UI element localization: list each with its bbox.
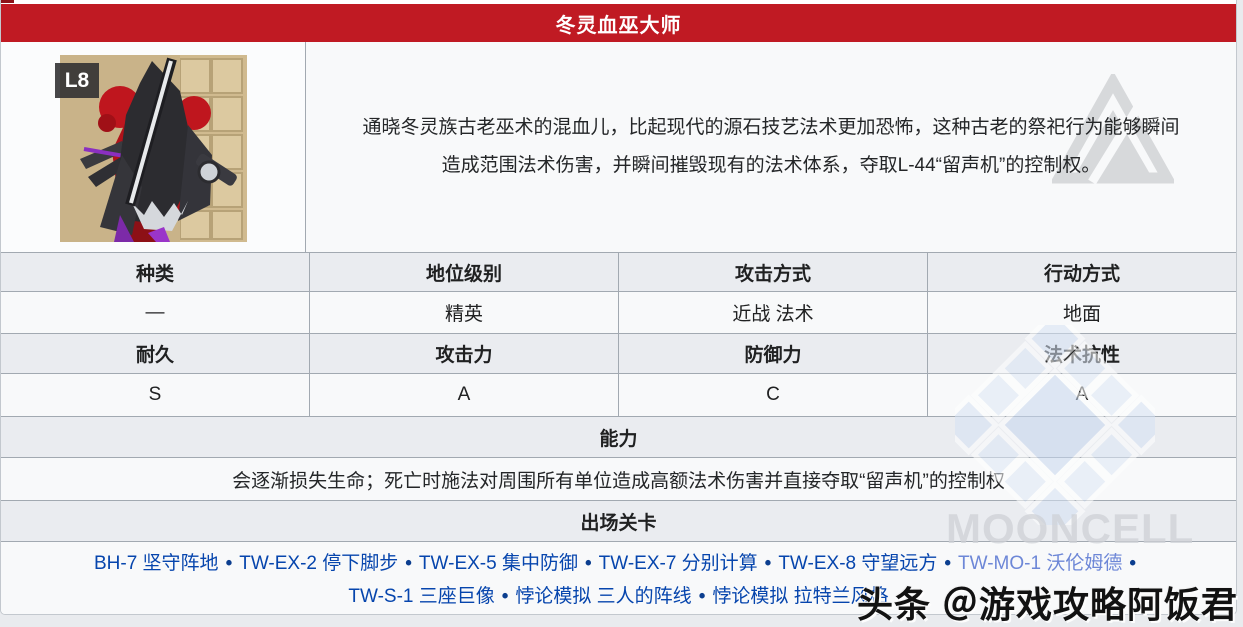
stage-link[interactable]: 悖论模拟 三人的阵线 xyxy=(515,586,692,607)
stage-separator: • xyxy=(1129,553,1136,574)
enemy-portrait-image[interactable]: L8 xyxy=(55,55,247,242)
stat-value-cell: 近战 法术 xyxy=(619,292,928,333)
enemy-title-bar: 冬灵血巫大师 xyxy=(1,4,1236,42)
stat-value-cell: A xyxy=(310,374,619,416)
portrait-cell: L8 xyxy=(1,42,306,252)
stat-header-cell: 攻击力 xyxy=(310,334,619,373)
ability-section-header: 能力 xyxy=(1,417,1236,458)
description-cell: 通晓冬灵族古老巫术的混血儿，比起现代的源石技艺法术更加恐怖，这种古老的祭祀行为能… xyxy=(306,42,1236,252)
enemy-name: 冬灵血巫大师 xyxy=(555,14,682,37)
stage-link[interactable]: TW-EX-7 分别计算 xyxy=(598,553,758,574)
stat-header-cell: 攻击方式 xyxy=(619,253,928,291)
description-line-2: 造成范围法术伤害，并瞬间摧毁现有的法术体系，夺取L-44“留声机”的控制权。 xyxy=(441,155,1101,176)
stage-separator: • xyxy=(501,586,509,607)
stage-link[interactable]: TW-EX-5 集中防御 xyxy=(418,553,578,574)
top-left-accent xyxy=(1,0,14,3)
stages-section-header: 出场关卡 xyxy=(1,501,1236,542)
stat-value-cell: S xyxy=(1,374,310,416)
level-badge: L8 xyxy=(55,63,99,98)
stat-header-cell: 行动方式 xyxy=(1043,263,1120,285)
stat-value-cell: 地面 xyxy=(1062,304,1101,325)
stat-value-row: — 精英 近战 法术 地面 xyxy=(1,292,1236,334)
stat-header-cell: 防御力 xyxy=(619,334,928,373)
enemy-portrait-art xyxy=(60,55,247,242)
stage-link[interactable]: TW-MO-1 沃伦姆德 xyxy=(958,553,1123,574)
stage-separator: • xyxy=(698,586,706,607)
top-strip xyxy=(1,0,1236,4)
enemy-info-card: 冬灵血巫大师 xyxy=(0,0,1237,615)
stage-separator: • xyxy=(584,553,592,574)
stat-header-cell: 耐久 xyxy=(1,334,310,373)
stat-value-cell: — xyxy=(1,292,310,333)
stage-separator: • xyxy=(944,553,952,574)
stage-link[interactable]: 悖论模拟 拉特兰风格 xyxy=(712,586,889,607)
stat-value-cell: A xyxy=(1075,384,1089,405)
info-row: L8 通晓冬灵族古老巫术的混血儿，比起现代的源石技艺法术更加恐怖，这种古老的祭祀… xyxy=(1,42,1236,253)
stat-header-cell: 法术抗性 xyxy=(1043,345,1120,366)
description-line-1: 通晓冬灵族古老巫术的混血儿，比起现代的源石技艺法术更加恐怖，这种古老的祭祀行为能… xyxy=(362,117,1180,138)
stat-value-cell: C xyxy=(619,374,928,416)
stat-header-cell: 种类 xyxy=(1,253,310,291)
stage-links-list: BH-7 坚守阵地 • TW-EX-2 停下脚步 • TW-EX-5 集中防御 • TW-E… xyxy=(1,542,1236,614)
stat-header-row: 种类 地位级别 攻击方式 行动方式 xyxy=(1,253,1236,292)
stage-separator: • xyxy=(764,553,772,574)
stage-link[interactable]: TW-S-1 三座巨像 xyxy=(348,586,495,607)
stat-value-cell: 精英 xyxy=(310,292,619,333)
ability-text: 会逐渐损失生命；死亡时施法对周围所有单位造成高额法术伤害并直接夺取“留声机”的控… xyxy=(1,458,1236,501)
stage-link[interactable]: TW-EX-2 停下脚步 xyxy=(239,553,399,574)
stat-header-cell: 地位级别 xyxy=(310,253,619,291)
mooncell-triangle-logo-icon xyxy=(1052,74,1174,185)
stage-link[interactable]: TW-EX-8 守望远方 xyxy=(778,553,938,574)
stats-table: 种类 地位级别 攻击方式 行动方式 — 精英 近战 法术 地面 耐久 攻击力 防御力 法术抗性 S A C A xyxy=(1,253,1236,417)
stat-header-row: 耐久 攻击力 防御力 法术抗性 xyxy=(1,334,1236,374)
stage-separator: • xyxy=(225,553,233,574)
stage-separator: • xyxy=(405,553,412,574)
stage-link[interactable]: BH-7 坚守阵地 xyxy=(93,553,219,574)
